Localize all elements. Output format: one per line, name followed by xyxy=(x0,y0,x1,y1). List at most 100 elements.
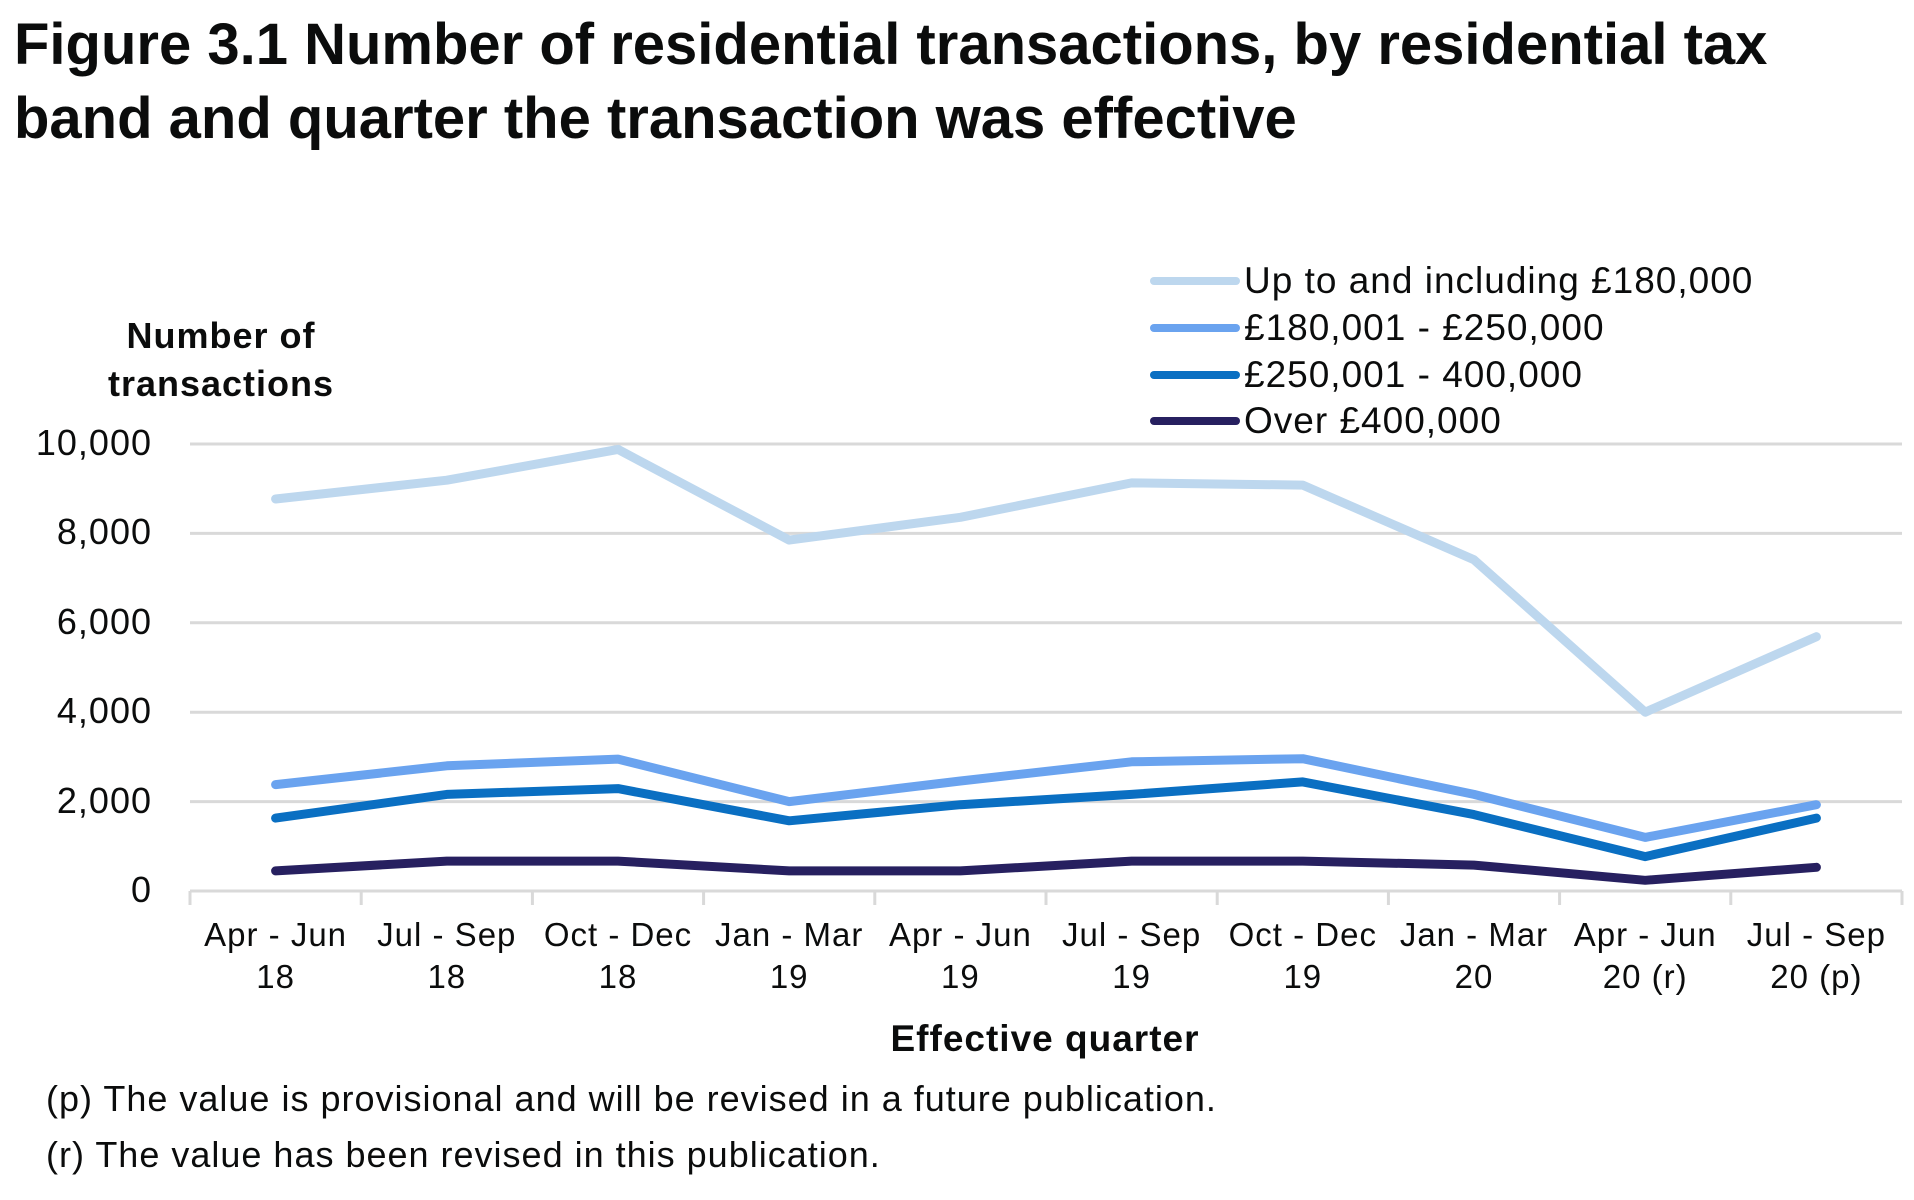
x-tick-label-year: 19 xyxy=(1112,958,1151,995)
data-point xyxy=(446,793,448,795)
legend-item: £180,001 - £250,000 xyxy=(1150,305,1605,351)
x-tick-label: Jul - Sep 19 xyxy=(1047,914,1217,998)
data-point xyxy=(446,860,448,862)
x-tick-label-year: 18 xyxy=(256,958,295,995)
data-point xyxy=(788,820,790,822)
data-point xyxy=(1302,860,1304,862)
x-tick-label-year: 19 xyxy=(769,958,809,995)
data-point xyxy=(1644,879,1646,881)
series-line-3 xyxy=(271,777,1821,862)
data-point xyxy=(1815,866,1817,868)
data-point xyxy=(617,448,619,450)
data-point xyxy=(788,870,790,872)
data-point xyxy=(1131,482,1133,484)
x-tick-label: Apr - Jun 20 (r) xyxy=(1560,914,1730,998)
legend-swatch xyxy=(1150,371,1240,379)
data-point xyxy=(959,804,961,806)
legend-label: £180,001 - £250,000 xyxy=(1244,307,1605,348)
data-point xyxy=(1473,814,1475,816)
x-tick-label-quarter: Jul - Sep xyxy=(377,916,517,953)
data-point xyxy=(959,516,961,518)
data-point xyxy=(959,780,961,782)
data-point xyxy=(1644,836,1646,838)
legend-swatch xyxy=(1150,324,1240,332)
series-line-4 xyxy=(271,856,1821,885)
y-axis-title-line-2: transactions xyxy=(107,363,335,404)
x-tick-label-quarter: Jan - Mar xyxy=(1399,916,1549,953)
data-point xyxy=(1473,793,1475,795)
y-tick-label: 10,000 xyxy=(35,422,152,463)
data-point xyxy=(1131,761,1133,763)
data-point xyxy=(1815,636,1817,638)
x-tick-label: Apr - Jun 19 xyxy=(875,914,1045,998)
data-point xyxy=(275,498,277,500)
x-tick-label: Oct - Dec 19 xyxy=(1218,914,1388,998)
data-point xyxy=(1302,484,1304,486)
legend-label: Over £400,000 xyxy=(1244,400,1502,441)
x-tick-label-quarter: Jan - Mar xyxy=(715,916,864,953)
data-point xyxy=(1644,856,1646,858)
legend-item: Up to and including £180,000 xyxy=(1150,258,1753,304)
data-point xyxy=(446,765,448,767)
x-tick-label-quarter: Oct - Dec xyxy=(1228,916,1377,953)
x-tick-label-quarter: Jul - Sep xyxy=(1061,916,1202,953)
figure-title: Figure 3.1 Number of residential transac… xyxy=(14,12,1768,151)
x-tick-label: Jan - Mar 20 xyxy=(1389,914,1559,998)
data-point xyxy=(1131,860,1133,862)
x-tick-label-year: 20 (r) xyxy=(1602,958,1688,995)
x-axis-title: Effective quarter xyxy=(890,1018,1200,1059)
x-tick-label-year: 20 xyxy=(1454,958,1494,995)
legend-label: Up to and including £180,000 xyxy=(1244,260,1754,301)
x-tick-label-year: 19 xyxy=(1283,958,1323,995)
data-point xyxy=(1815,804,1817,806)
legend-label: £250,001 - 400,000 xyxy=(1244,354,1583,395)
footnote-revised: (r) The value has been revised in this p… xyxy=(46,1134,881,1175)
legend-swatch xyxy=(1150,277,1240,285)
y-axis-title-line-1: Number of xyxy=(126,315,316,356)
footnote-provisional: (p) The value is provisional and will be… xyxy=(46,1078,1217,1119)
x-tick-label: Jan - Mar 19 xyxy=(704,914,874,998)
y-tick-label: 8,000 xyxy=(56,511,152,553)
data-point xyxy=(1302,758,1304,760)
x-tick-label-year: 18 xyxy=(427,958,467,995)
data-point xyxy=(617,788,619,790)
legend-swatch xyxy=(1150,417,1240,425)
x-tick-label-year: 20 (p) xyxy=(1770,958,1863,995)
x-tick-label-year: 19 xyxy=(941,958,980,995)
y-tick-label: 0 xyxy=(130,869,152,910)
x-tick-label: Apr - Jun 18 xyxy=(191,914,361,998)
data-point xyxy=(617,860,619,862)
data-point xyxy=(275,784,277,786)
x-tick-label-quarter: Apr - Jun xyxy=(204,916,348,953)
data-point xyxy=(1302,781,1304,783)
x-tick-label: Oct - Dec 18 xyxy=(533,914,703,998)
y-axis-title: Number of transactions xyxy=(86,312,356,408)
data-point xyxy=(275,870,277,872)
y-tick-label: 6,000 xyxy=(56,600,152,642)
data-point xyxy=(1473,864,1475,866)
series-line-1 xyxy=(271,444,1821,717)
data-point xyxy=(446,479,448,481)
y-tick-label: 2,000 xyxy=(56,779,152,821)
data-point xyxy=(617,758,619,760)
x-tick-label-quarter: Apr - Jun xyxy=(1573,916,1717,953)
data-point xyxy=(1473,559,1475,561)
x-tick-label: Jul - Sep 18 xyxy=(362,914,532,998)
y-tick-label: 4,000 xyxy=(56,690,152,732)
data-point xyxy=(788,539,790,541)
series-line-2 xyxy=(271,754,1821,842)
legend-item: Over £400,000 xyxy=(1150,398,1502,444)
legend-item: £250,001 - 400,000 xyxy=(1150,352,1583,398)
x-tick-label-quarter: Oct - Dec xyxy=(543,916,693,953)
data-point xyxy=(959,870,961,872)
data-point xyxy=(1131,793,1133,795)
data-point xyxy=(1644,711,1646,713)
x-tick-label-year: 18 xyxy=(598,958,638,995)
x-tick-label: Jul - Sep 20 (p) xyxy=(1731,914,1901,998)
x-tick-label-quarter: Jul - Sep xyxy=(1746,916,1886,953)
data-point xyxy=(788,801,790,803)
data-point xyxy=(1815,817,1817,819)
x-tick-label-quarter: Apr - Jun xyxy=(888,916,1032,953)
data-point xyxy=(275,817,277,819)
